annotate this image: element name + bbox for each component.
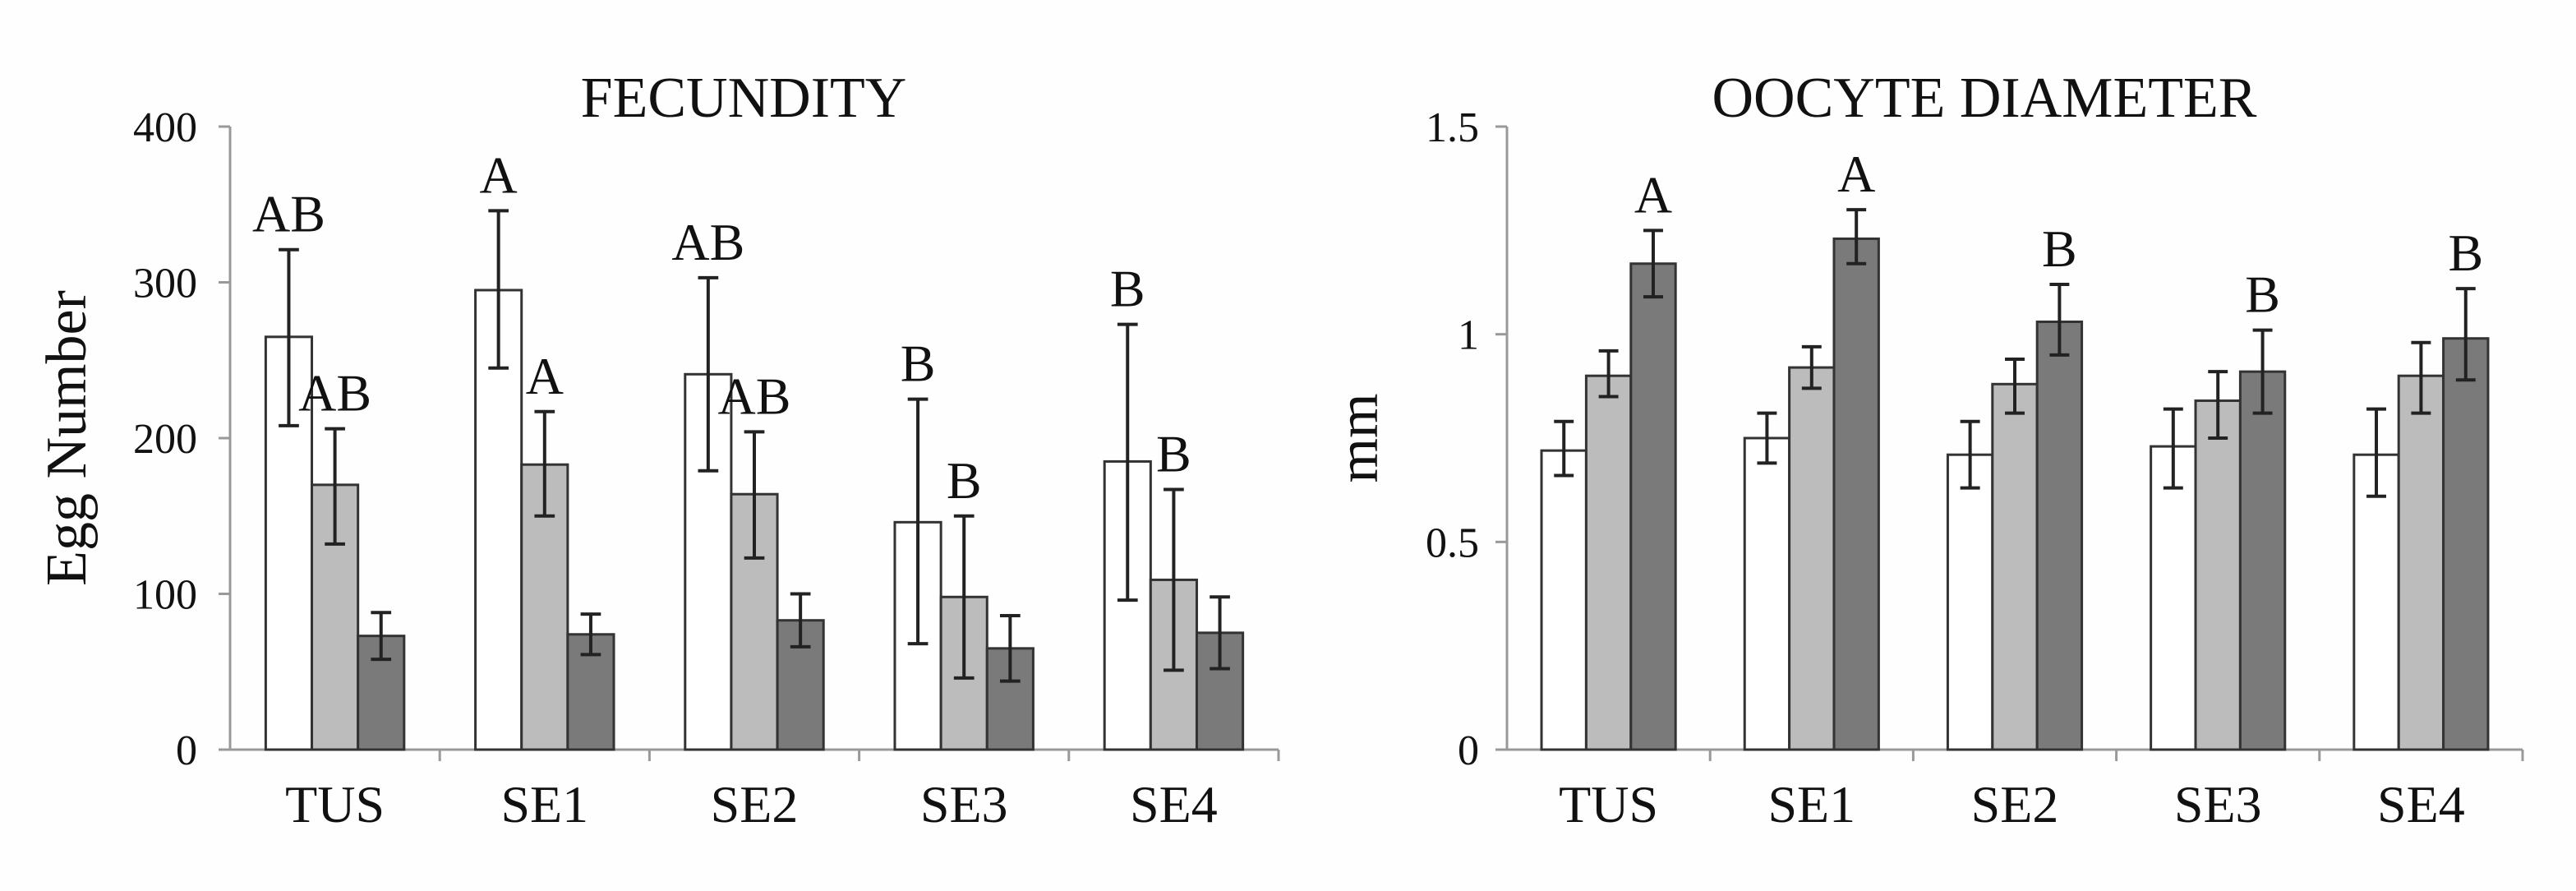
significance-label: B bbox=[1156, 425, 1191, 483]
significance-label: AB bbox=[252, 185, 325, 243]
significance-label: B bbox=[947, 451, 982, 510]
bar-se2-series-2 bbox=[1991, 382, 2039, 751]
y-tick-label: 1 bbox=[1458, 312, 1479, 359]
x-tick-label: SE2 bbox=[1971, 775, 2059, 833]
y-axis-label: mm bbox=[1327, 394, 1390, 483]
bar-se4-series-3 bbox=[2442, 337, 2490, 751]
significance-label: A bbox=[526, 347, 564, 405]
y-axis-label: Egg Number bbox=[35, 290, 99, 586]
chart-title: OOCYTE DIAMETER bbox=[1712, 67, 2257, 130]
bar-se3-series-3 bbox=[2238, 370, 2287, 751]
x-tick-label: TUS bbox=[285, 775, 385, 833]
x-tick-label: SE3 bbox=[2174, 775, 2262, 833]
bar-se1-series-1 bbox=[1743, 436, 1791, 751]
bar-tus-series-3 bbox=[357, 635, 406, 751]
significance-label: B bbox=[1110, 260, 1145, 318]
y-tick-label: 400 bbox=[133, 104, 197, 151]
significance-label: B bbox=[2245, 265, 2280, 324]
significance-label: B bbox=[2448, 224, 2483, 282]
x-tick-label: SE4 bbox=[1130, 775, 1218, 833]
bar-se2-series-3 bbox=[2035, 321, 2084, 751]
x-tick-label: SE3 bbox=[920, 775, 1008, 833]
bar-se1-series-2 bbox=[1788, 366, 1836, 751]
x-tick-label: TUS bbox=[1559, 775, 1658, 833]
significance-label: AB bbox=[671, 213, 744, 271]
bar-tus-series-1 bbox=[1540, 449, 1588, 751]
significance-label: A bbox=[1837, 145, 1875, 203]
chart-panel-2: OOCYTE DIAMETER mm 0 0.5 1 1.5 TUS A SE1 A SE2 B SE3… bbox=[1327, 67, 2524, 833]
x-tick-label: SE1 bbox=[500, 775, 588, 833]
bar-se4-series-1 bbox=[2353, 453, 2400, 751]
y-tick-label: 1.5 bbox=[1426, 104, 1479, 151]
significance-label: B bbox=[2042, 219, 2077, 278]
x-tick-label: SE2 bbox=[711, 775, 799, 833]
significance-label: AB bbox=[718, 367, 791, 425]
y-tick-label: 0 bbox=[176, 727, 197, 774]
bar-se3-series-2 bbox=[2194, 399, 2242, 751]
bar-se3-series-1 bbox=[2150, 445, 2197, 751]
bar-tus-series-2 bbox=[1584, 374, 1633, 751]
significance-label: B bbox=[901, 335, 936, 393]
x-tick-label: SE4 bbox=[2377, 775, 2465, 833]
y-tick-label: 100 bbox=[133, 572, 197, 619]
y-tick-label: 200 bbox=[133, 416, 197, 463]
x-tick-label: SE1 bbox=[1767, 775, 1855, 833]
significance-label: A bbox=[480, 145, 518, 204]
bar-se1-series-3 bbox=[1832, 237, 1880, 751]
significance-label: A bbox=[1634, 165, 1672, 224]
chart-title: FECUNDITY bbox=[581, 67, 907, 130]
significance-label: AB bbox=[298, 364, 371, 422]
y-tick-label: 0 bbox=[1458, 727, 1479, 774]
bar-se2-series-1 bbox=[1946, 453, 1994, 751]
y-tick-label: 0.5 bbox=[1426, 519, 1479, 566]
y-tick-label: 300 bbox=[133, 261, 197, 307]
bar-tus-series-3 bbox=[1629, 262, 1677, 751]
bar-se4-series-2 bbox=[2397, 374, 2445, 751]
